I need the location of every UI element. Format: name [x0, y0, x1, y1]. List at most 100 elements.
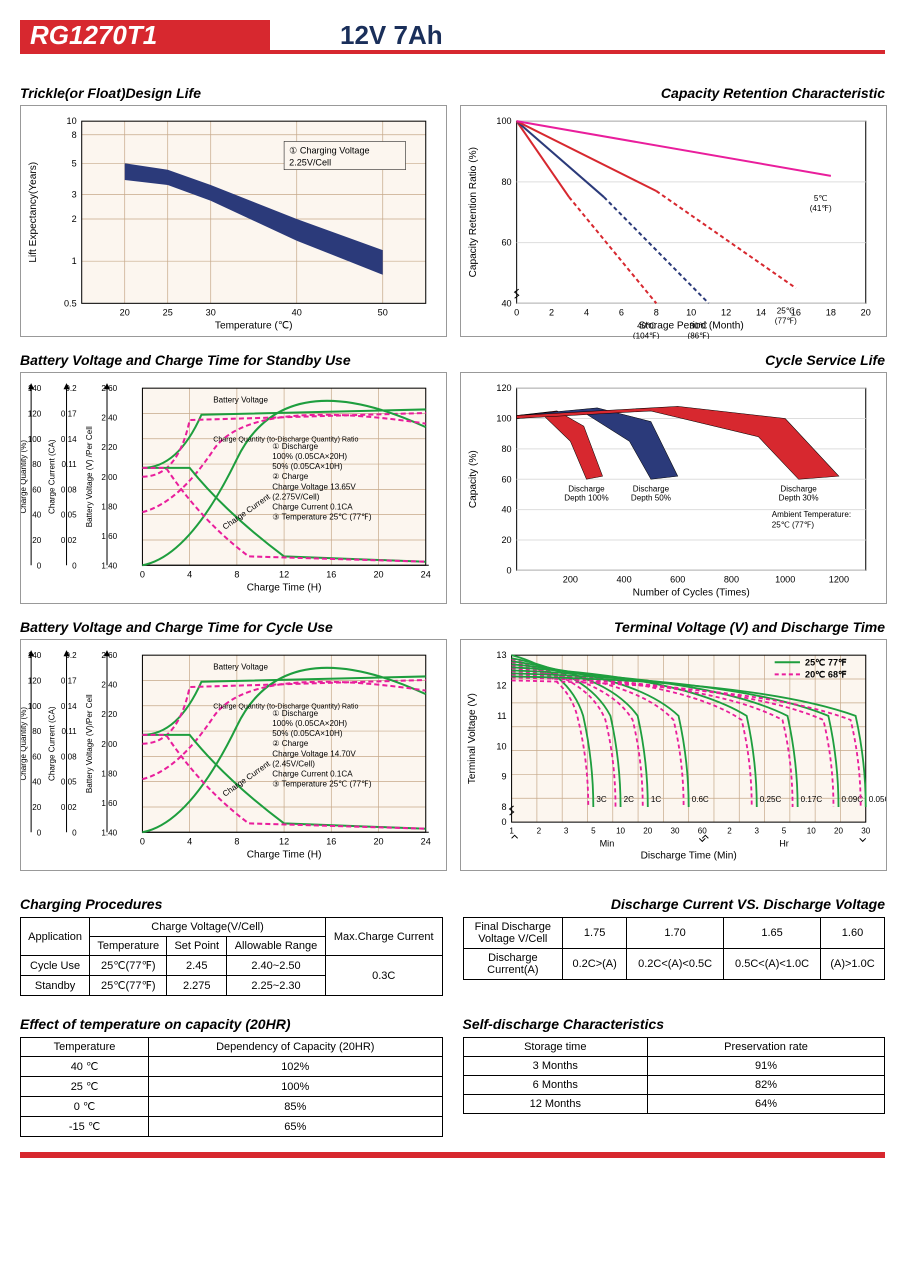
svg-text:1.60: 1.60 [101, 799, 117, 808]
tc-20: 0 ℃ [21, 1097, 149, 1117]
svg-text:1.40: 1.40 [101, 828, 117, 837]
model-badge: RG1270T1 [20, 20, 270, 50]
cp-r0-sp: 2.45 [167, 956, 227, 976]
svg-text:② Charge: ② Charge [272, 472, 308, 481]
svg-text:0.5: 0.5 [64, 298, 77, 308]
svg-text:1200: 1200 [829, 574, 849, 584]
chart4: 02040608010012020040060080010001200Disch… [460, 372, 887, 604]
tc-title: Effect of temperature on capacity (20HR) [20, 1016, 443, 1032]
svg-text:1.60: 1.60 [101, 532, 117, 541]
chart1-title: Trickle(or Float)Design Life [20, 85, 445, 101]
svg-text:0: 0 [514, 307, 519, 317]
svg-text:Charge Time (H): Charge Time (H) [247, 583, 322, 594]
svg-text:13: 13 [496, 650, 506, 660]
svg-text:Charge Voltage 14.70V: Charge Voltage 14.70V [272, 749, 356, 758]
svg-text:20: 20 [373, 836, 383, 846]
svg-text:① Discharge: ① Discharge [272, 709, 318, 718]
svg-text:4: 4 [187, 836, 192, 846]
cp-h-sp: Set Point [167, 937, 227, 956]
svg-text:400: 400 [616, 574, 631, 584]
svg-text:Depth 30%: Depth 30% [779, 493, 819, 502]
svg-text:60: 60 [501, 238, 511, 248]
svg-text:1.80: 1.80 [101, 769, 117, 778]
svg-text:1: 1 [72, 256, 77, 266]
svg-text:4: 4 [584, 307, 589, 317]
svg-text:60: 60 [32, 752, 41, 761]
svg-text:(41℉): (41℉) [810, 204, 832, 213]
svg-text:0: 0 [501, 817, 506, 827]
svg-text:② Charge: ② Charge [272, 739, 308, 748]
svg-text:0: 0 [37, 561, 42, 570]
tc-00: 40 ℃ [21, 1057, 149, 1077]
svg-text:(77℉): (77℉) [775, 317, 797, 326]
svg-text:0.08: 0.08 [61, 752, 77, 761]
svg-text:30: 30 [861, 826, 870, 835]
dvd-r2-2: 0.5C<(A)<1.0C [724, 949, 821, 980]
svg-text:Discharge: Discharge [633, 484, 670, 493]
sd-21: 64% [648, 1095, 885, 1114]
svg-text:8: 8 [501, 802, 506, 812]
svg-text:20: 20 [643, 826, 652, 835]
cp-h-ar: Allowable Range [227, 937, 326, 956]
svg-text:25℃ (77℉): 25℃ (77℉) [772, 520, 815, 529]
svg-text:8: 8 [654, 307, 659, 317]
svg-text:0: 0 [72, 561, 77, 570]
svg-text:50% (0.05CA×10H): 50% (0.05CA×10H) [272, 729, 343, 738]
dvd-title: Discharge Current VS. Discharge Voltage [463, 896, 886, 912]
svg-text:Charge Current 0.1CA: Charge Current 0.1CA [272, 503, 353, 512]
svg-text:0: 0 [507, 565, 512, 575]
cp-r0-app: Cycle Use [21, 956, 90, 976]
dvd-r2-0: 0.2C>(A) [563, 949, 627, 980]
svg-text:Charge Quantity (%): Charge Quantity (%) [21, 440, 28, 514]
charging-procedures-title: Charging Procedures [20, 896, 443, 912]
svg-text:Depth 100%: Depth 100% [564, 493, 608, 502]
svg-text:60: 60 [501, 474, 511, 484]
cp-r1-ar: 2.25~2.30 [227, 976, 326, 996]
cp-r1-sp: 2.275 [167, 976, 227, 996]
svg-text:① Charging Voltage: ① Charging Voltage [289, 146, 369, 156]
svg-text:Temperature (℃): Temperature (℃) [215, 321, 293, 332]
svg-text:100: 100 [496, 116, 511, 126]
svg-text:0.05C: 0.05C [869, 795, 886, 804]
svg-text:40: 40 [292, 307, 302, 317]
svg-text:16: 16 [326, 569, 336, 579]
svg-text:50: 50 [378, 307, 388, 317]
cp-r0-tmp: 25℃(77℉) [90, 956, 167, 976]
svg-text:0.6C: 0.6C [692, 795, 709, 804]
svg-text:3: 3 [564, 826, 569, 835]
tc-table: TemperatureDependency of Capacity (20HR)… [20, 1037, 443, 1137]
cp-h-cv: Charge Voltage(V/Cell) [90, 918, 326, 937]
svg-text:Hr: Hr [779, 838, 789, 848]
svg-text:2: 2 [537, 826, 542, 835]
svg-text:10: 10 [496, 741, 506, 751]
svg-text:0.17: 0.17 [61, 677, 77, 686]
svg-text:5: 5 [591, 826, 596, 835]
svg-text:25: 25 [163, 307, 173, 317]
svg-text:0.17C: 0.17C [801, 795, 823, 804]
svg-text:16: 16 [326, 836, 336, 846]
svg-text:10: 10 [686, 307, 696, 317]
tc-h0: Temperature [21, 1038, 149, 1057]
svg-text:2.25V/Cell: 2.25V/Cell [289, 158, 331, 168]
svg-text:5: 5 [72, 158, 77, 168]
svg-text:2.40: 2.40 [101, 414, 117, 423]
svg-text:Battery Voltage: Battery Voltage [213, 395, 268, 404]
svg-text:20: 20 [861, 307, 871, 317]
svg-text:100% (0.05CA×20H): 100% (0.05CA×20H) [272, 452, 347, 461]
svg-text:1: 1 [509, 826, 514, 835]
svg-text:20℃ 68℉: 20℃ 68℉ [805, 669, 847, 679]
tc-31: 65% [149, 1117, 442, 1137]
svg-text:100: 100 [28, 435, 42, 444]
svg-text:9: 9 [501, 772, 506, 782]
tc-h1: Dependency of Capacity (20HR) [149, 1038, 442, 1057]
cp-r1-app: Standby [21, 976, 90, 996]
svg-text:12: 12 [279, 569, 289, 579]
svg-text:Charge Quantity (%): Charge Quantity (%) [21, 707, 28, 781]
svg-text:60: 60 [32, 485, 41, 494]
svg-text:600: 600 [670, 574, 685, 584]
svg-text:12: 12 [496, 681, 506, 691]
chart3: 0481216202402040608010012014000.020.050.… [20, 372, 447, 604]
dvd-r2-label: Discharge Current(A) [463, 949, 563, 980]
tc-10: 25 ℃ [21, 1077, 149, 1097]
svg-text:2C: 2C [624, 795, 634, 804]
